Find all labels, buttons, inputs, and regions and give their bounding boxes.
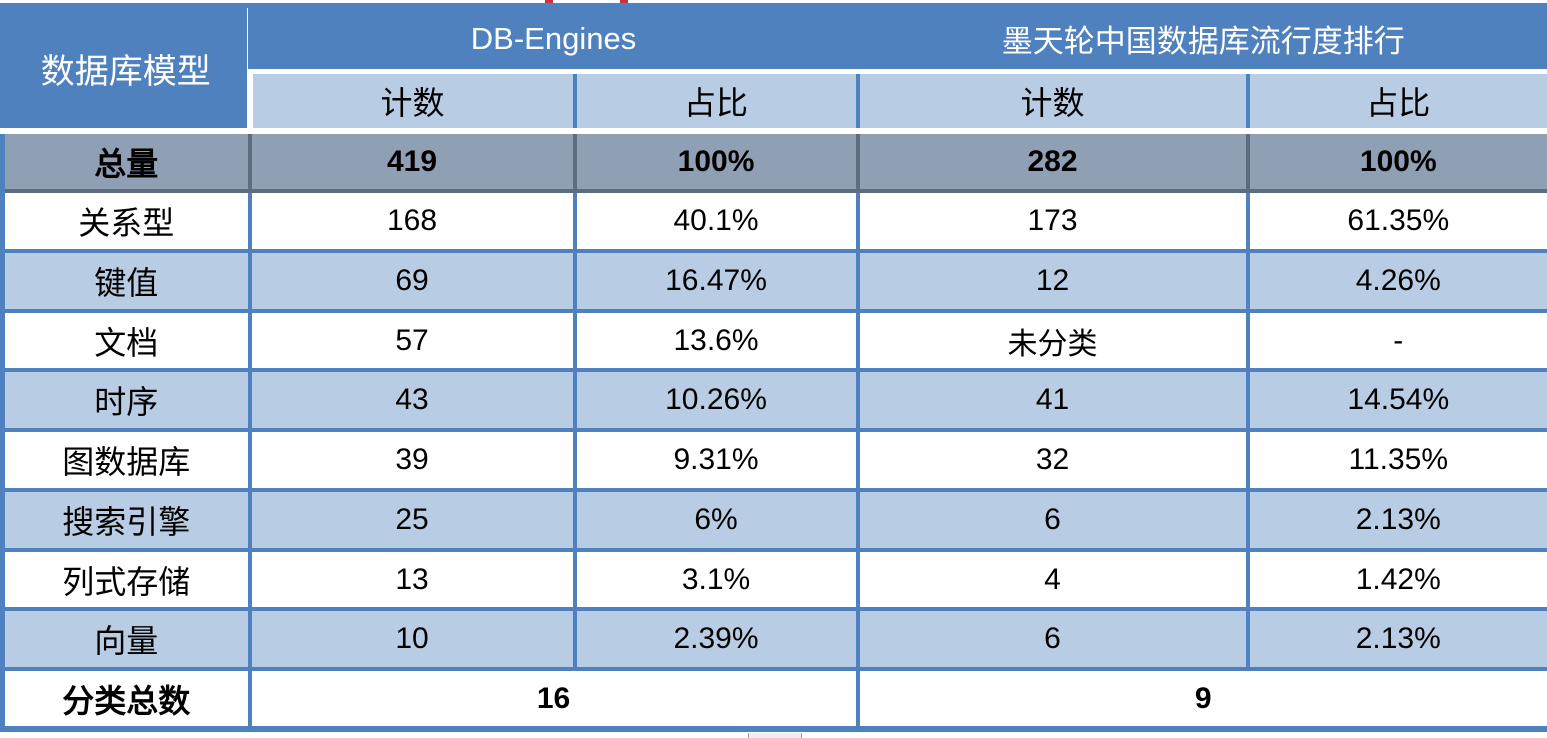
row-label: 列式存储 — [0, 547, 252, 612]
row-document: 文档 57 13.6% 未分类 - — [0, 308, 1547, 373]
cell-db-count: 10 — [247, 607, 577, 672]
row-label: 图数据库 — [0, 428, 252, 492]
row-search-engine: 搜索引擎 25 6% 6 2.13% — [0, 487, 1547, 552]
cell-mt-share: 1.42% — [1245, 547, 1547, 612]
group-header-motianlun: 墨天轮中国数据库流行度排行 — [855, 3, 1547, 75]
row-key-value: 键值 69 16.47% 12 4.26% — [0, 248, 1547, 313]
row-relational: 关系型 168 40.1% 173 61.35% — [0, 189, 1547, 253]
row-label: 键值 — [0, 248, 252, 313]
cell-mt-count: 4 — [855, 547, 1250, 612]
cell-mt-count: 173 — [855, 189, 1250, 253]
cell-db-share: 2.39% — [572, 607, 860, 672]
row-label: 关系型 — [0, 189, 252, 253]
cell-mt-share: 61.35% — [1245, 189, 1547, 253]
row-label-total: 总量 — [0, 129, 252, 194]
horizontal-scrollbar-thumb[interactable] — [748, 733, 802, 738]
cropped-red-text-artifact — [545, 0, 553, 3]
row-label: 文档 — [0, 308, 252, 373]
footer-mt-total: 9 — [855, 667, 1547, 731]
cell-db-share: 9.31% — [572, 428, 860, 492]
subheader-db-share: 占比 — [572, 69, 860, 135]
footer-db-total: 16 — [247, 667, 860, 731]
cell-db-share: 3.1% — [572, 547, 860, 612]
cell-db-share: 6% — [572, 487, 860, 552]
row-label: 向量 — [0, 607, 252, 672]
row-time-series: 时序 43 10.26% 41 14.54% — [0, 368, 1547, 433]
cell-mt-count: 未分类 — [855, 308, 1250, 373]
cell-mt-share: - — [1245, 308, 1547, 373]
db-model-comparison-table: 数据库模型 DB-Engines 墨天轮中国数据库流行度排行 计数 占比 计数 … — [0, 3, 1547, 732]
subheader-mt-count: 计数 — [855, 69, 1250, 135]
cell-mt-count: 282 — [855, 129, 1250, 194]
cell-db-count: 168 — [247, 189, 577, 253]
cell-mt-count: 41 — [855, 368, 1250, 433]
cell-db-share: 13.6% — [572, 308, 860, 373]
cell-db-count: 13 — [247, 547, 577, 612]
cell-db-count: 57 — [247, 308, 577, 373]
row-label: 搜索引擎 — [0, 487, 252, 552]
group-header-db-engines: DB-Engines — [247, 3, 860, 75]
subheader-db-count: 计数 — [246, 69, 577, 135]
cell-db-share: 100% — [572, 129, 860, 194]
cell-db-count: 43 — [247, 368, 577, 433]
cell-mt-share: 14.54% — [1245, 368, 1547, 433]
cell-db-share: 40.1% — [572, 189, 860, 253]
row-columnar: 列式存储 13 3.1% 4 1.42% — [0, 547, 1547, 612]
cell-mt-count: 32 — [855, 428, 1250, 492]
cell-mt-share: 100% — [1245, 129, 1547, 194]
cell-db-count: 69 — [247, 248, 577, 313]
cell-mt-share: 11.35% — [1245, 428, 1547, 492]
cell-mt-share: 2.13% — [1245, 487, 1547, 552]
cell-mt-count: 6 — [855, 607, 1250, 672]
cell-mt-count: 12 — [855, 248, 1250, 313]
cell-db-count: 419 — [247, 129, 577, 194]
cell-db-count: 25 — [247, 487, 577, 552]
cell-mt-share: 2.13% — [1245, 607, 1547, 672]
subheader-mt-share: 占比 — [1245, 69, 1547, 135]
row-vector: 向量 10 2.39% 6 2.13% — [0, 607, 1547, 672]
cell-db-count: 39 — [247, 428, 577, 492]
cell-db-share: 10.26% — [572, 368, 860, 433]
footer-label: 分类总数 — [0, 667, 252, 731]
cell-mt-share: 4.26% — [1245, 248, 1547, 313]
cropped-red-text-artifact — [620, 0, 628, 3]
footer-row-category-totals: 分类总数 16 9 — [0, 667, 1547, 731]
cell-db-share: 16.47% — [572, 248, 860, 313]
row-label: 时序 — [0, 368, 252, 433]
cell-mt-count: 6 — [855, 487, 1250, 552]
corner-header-model: 数据库模型 — [0, 3, 252, 135]
total-row: 总量 419 100% 282 100% — [0, 129, 1547, 194]
row-graph: 图数据库 39 9.31% 32 11.35% — [0, 428, 1547, 492]
